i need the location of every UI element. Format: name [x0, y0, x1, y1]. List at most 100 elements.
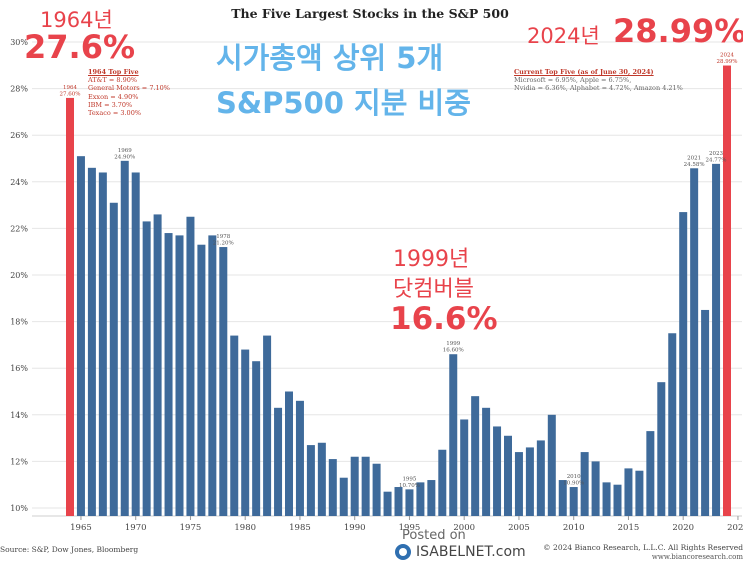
y-tick-label: 14% [10, 411, 28, 420]
bar-1995 [405, 489, 414, 516]
bar-2022 [701, 309, 710, 516]
data-label-2021: 2021 [687, 155, 701, 161]
data-label-2024: 2024 [720, 53, 734, 59]
posted-on-text: Posted on [402, 528, 466, 543]
bar-1967 [98, 172, 107, 517]
bar-1966 [87, 167, 96, 516]
note-1964-title: 1964 Top Five [88, 68, 139, 76]
isabelnet-text: ISABELNET.com [416, 544, 526, 560]
data-label-2021: 24.58% [684, 162, 705, 168]
bar-2013 [602, 482, 611, 516]
bar-2015 [624, 468, 633, 516]
bar-1975 [186, 216, 195, 516]
bar-2023 [712, 163, 721, 516]
bar-1992 [372, 463, 381, 516]
bar-2005 [514, 452, 523, 516]
x-tick-label: 2000 [453, 523, 475, 533]
bar-1979 [230, 335, 239, 516]
bar-1988 [328, 459, 337, 516]
website-text: www.biancoresearch.com [651, 553, 743, 561]
x-tick-label: 2020 [672, 523, 694, 533]
data-label-1999: 16.60% [443, 348, 464, 354]
data-label-2010: 2010 [567, 474, 581, 480]
source-text: Source: S&P, Dow Jones, Bloomberg [0, 545, 139, 554]
bar-2018 [657, 382, 666, 516]
bar-1996 [416, 482, 425, 516]
data-label-1969: 1969 [118, 148, 132, 154]
korean-title-line2: S&P500 지분 비중 [216, 86, 471, 120]
y-tick-label: 16% [10, 364, 28, 373]
bar-2006 [525, 447, 534, 516]
copyright-text: © 2024 Bianco Research, L.L.C. All Right… [543, 543, 743, 552]
x-tick-label: 1995 [399, 523, 421, 533]
bar-2024 [723, 65, 731, 517]
note-1964-line: General Motors = 7.10% [88, 84, 170, 93]
bar-1981 [252, 361, 261, 516]
y-axis-ticks: 10% 12% 14% 16% 18% 20% 22% 24% 26% 28% 30% [10, 38, 28, 513]
bar-1965 [76, 156, 85, 517]
x-tick-label: 1975 [180, 523, 202, 533]
bar-1980 [241, 349, 250, 516]
bar-2010 [569, 487, 578, 516]
data-label-2010: 10.90% [563, 481, 584, 487]
bar-1970 [131, 172, 140, 517]
x-tick-label: 2005 [508, 523, 530, 533]
bar-1964 [66, 97, 74, 517]
bar-2012 [591, 461, 600, 516]
note-1964-line: AT&T = 8.90% [88, 76, 138, 85]
bar-1983 [274, 407, 283, 516]
bar-1987 [317, 442, 326, 516]
bar-2008 [547, 414, 556, 516]
bar-1971 [142, 221, 151, 516]
note-1964-top-five: 1964 Top Five AT&T = 8.90% General Motor… [88, 68, 170, 117]
annotation-1999-year: 1999년 [393, 247, 470, 272]
data-label-1964: 27.60% [60, 91, 81, 97]
bar-1997 [427, 480, 436, 516]
isabelnet-logo-icon [395, 544, 411, 560]
bar-1977 [208, 235, 217, 516]
y-tick-label: 30% [10, 38, 28, 47]
data-label-1995: 1995 [402, 476, 416, 482]
bar-2002 [482, 407, 491, 516]
data-label-1995: 10.70% [399, 483, 420, 489]
bar-1986 [306, 445, 315, 516]
bar-2014 [613, 484, 622, 516]
note-current-top-five: Current Top Five (as of June 30, 2024) M… [514, 68, 683, 93]
bar-1973 [164, 233, 173, 516]
bar-2004 [504, 435, 512, 516]
bar-1972 [153, 214, 162, 517]
data-label-1964: 1964 [63, 85, 77, 91]
data-label-2023: 24.77% [706, 157, 727, 163]
x-tick-label: 1985 [289, 523, 311, 533]
data-label-1999: 1999 [446, 341, 460, 347]
bar-2020 [679, 212, 688, 516]
bar-1976 [197, 244, 206, 516]
bar-1974 [175, 235, 184, 516]
y-tick-label: 26% [10, 131, 28, 140]
y-tick-label: 24% [10, 178, 28, 187]
y-tick-label: 22% [10, 224, 28, 233]
x-tick-label: 1965 [70, 523, 92, 533]
note-1964-line: IBM = 3.70% [88, 100, 133, 109]
note-current-line: Microsoft = 6.95%, Apple = 6.75%, [514, 76, 632, 85]
bar-2011 [580, 452, 589, 516]
bar-1991 [361, 456, 370, 516]
bar-1978 [219, 247, 228, 517]
bar-1990 [350, 456, 359, 516]
x-tick-label: 2010 [563, 523, 585, 533]
data-label-1969: 24.90% [114, 154, 135, 160]
note-current-title: Current Top Five (as of June 30, 2024) [514, 68, 654, 76]
annotation-1999-value: 16.6% [390, 301, 498, 337]
note-current-line: Nvidia = 6.36%, Alphabet = 4.72%, Amazon… [514, 84, 683, 93]
bar-2016 [635, 470, 644, 516]
bar-1984 [285, 391, 293, 516]
bar-2021 [690, 168, 699, 516]
bars [66, 65, 731, 517]
note-1964-line: Texaco = 3.00% [88, 109, 141, 118]
bar-2019 [668, 333, 677, 516]
x-tick-label: 2015 [618, 523, 640, 533]
bar-1969 [120, 160, 129, 516]
bar-2007 [536, 440, 545, 516]
x-tick-label: 1990 [344, 523, 366, 533]
